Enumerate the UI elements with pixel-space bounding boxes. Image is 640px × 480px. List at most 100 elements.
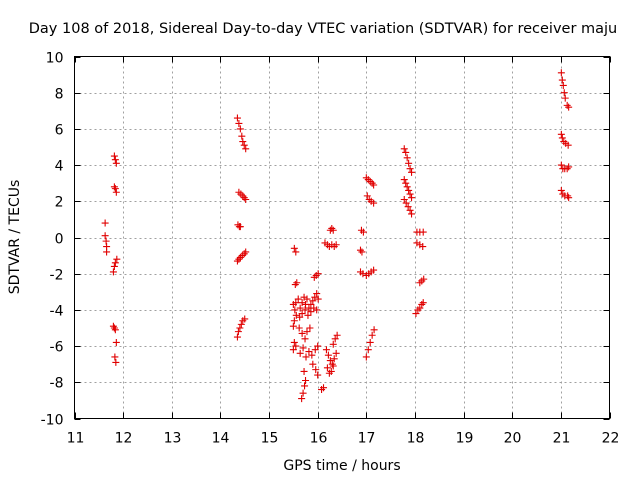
data-point [406, 165, 414, 173]
data-point [110, 152, 118, 160]
data-point [370, 181, 378, 189]
data-point [416, 304, 424, 312]
y-tick-label: 4 [55, 159, 64, 175]
data-point [236, 324, 244, 332]
data-point [333, 331, 341, 339]
data-point [370, 199, 378, 207]
data-point [328, 224, 336, 232]
data-point [290, 338, 298, 346]
x-tick-label: 14 [212, 431, 230, 447]
y-tick-label: 0 [55, 232, 64, 248]
data-point [309, 360, 317, 368]
data-point [329, 226, 337, 234]
data-point [238, 132, 246, 140]
data-point [296, 349, 304, 357]
data-point [235, 119, 243, 127]
data-point [307, 308, 315, 316]
data-point [400, 176, 408, 184]
data-point [299, 389, 307, 397]
data-point [356, 246, 364, 254]
data-point [294, 295, 302, 303]
data-point [565, 194, 573, 202]
data-point [110, 262, 118, 270]
data-point [323, 364, 331, 372]
data-point [111, 326, 119, 334]
data-point [412, 310, 420, 318]
data-point [101, 219, 109, 227]
data-point [406, 190, 414, 198]
data-point [111, 353, 119, 361]
data-point [103, 248, 111, 256]
data-point [301, 306, 309, 314]
data-point [402, 199, 410, 207]
data-point [362, 353, 370, 361]
data-point [301, 382, 309, 390]
data-point [109, 268, 117, 276]
data-point [403, 183, 411, 191]
data-point [565, 163, 573, 171]
data-point [305, 348, 313, 356]
data-point [293, 279, 301, 287]
data-point [400, 145, 408, 153]
x-tick-label: 20 [504, 431, 522, 447]
data-point [112, 188, 120, 196]
data-point [408, 168, 416, 176]
data-point [314, 342, 322, 350]
data-point [239, 138, 247, 146]
data-point [363, 192, 371, 200]
x-tick-label: 13 [164, 431, 182, 447]
y-tick-label: -10 [41, 413, 64, 429]
data-point [559, 81, 567, 89]
y-tick-label: -4 [50, 304, 64, 320]
data-point [291, 281, 299, 289]
data-point [302, 353, 310, 361]
data-point [111, 156, 119, 164]
data-point [298, 329, 306, 337]
data-point [112, 159, 120, 167]
data-point [233, 114, 241, 122]
data-point [366, 338, 374, 346]
data-point [563, 101, 571, 109]
data-point [241, 315, 249, 323]
data-point [112, 358, 120, 366]
data-point [400, 195, 408, 203]
data-point [240, 141, 248, 149]
data-point [290, 317, 298, 325]
data-point [405, 159, 413, 167]
x-axis-label: GPS time / hours [283, 458, 400, 474]
data-point [302, 376, 310, 384]
data-point [557, 69, 565, 77]
data-point [101, 232, 109, 240]
data-point [309, 297, 317, 305]
data-point [311, 346, 319, 354]
data-point [561, 94, 569, 102]
data-point [296, 313, 304, 321]
data-point [332, 349, 340, 357]
data-point [313, 306, 321, 314]
data-point [234, 328, 242, 336]
y-tick-label: 6 [55, 123, 64, 139]
plot-frame [74, 56, 610, 419]
data-point [240, 194, 248, 202]
data-point [313, 290, 321, 298]
data-point [329, 362, 337, 370]
data-point [242, 248, 250, 256]
data-point [290, 244, 298, 252]
x-tick-label: 22 [602, 431, 620, 447]
data-point [330, 355, 338, 363]
data-point [359, 228, 367, 236]
data-point [332, 241, 340, 249]
grid [74, 56, 610, 419]
data-point [560, 89, 568, 97]
data-point [292, 299, 300, 307]
data-point [292, 248, 300, 256]
data-point [402, 148, 410, 156]
y-tick-label: 2 [55, 195, 64, 211]
data-point [322, 346, 330, 354]
data-point [291, 306, 299, 314]
data-point [296, 304, 304, 312]
y-tick-label: -6 [50, 340, 64, 356]
data-point [289, 322, 297, 330]
data-point [358, 248, 366, 256]
